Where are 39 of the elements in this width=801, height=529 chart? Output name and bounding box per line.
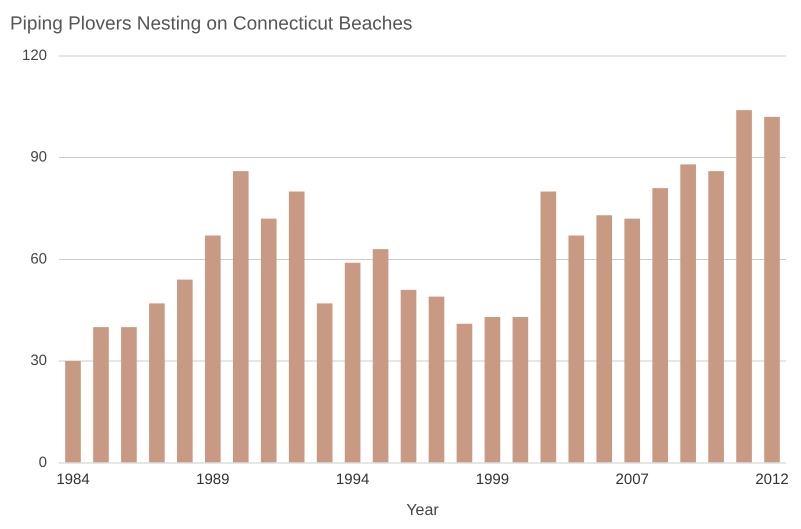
y-tick-label: 90 bbox=[30, 148, 48, 166]
bar bbox=[177, 280, 193, 462]
x-tick-label: 1984 bbox=[56, 470, 90, 488]
x-axis-title: Year bbox=[406, 502, 440, 519]
bar bbox=[344, 262, 360, 462]
x-tick-label: 1999 bbox=[476, 470, 510, 488]
bar bbox=[456, 324, 472, 462]
bar bbox=[93, 327, 109, 462]
y-tick-label: 30 bbox=[30, 352, 48, 370]
bar bbox=[540, 191, 556, 462]
bar bbox=[372, 249, 388, 462]
y-tick-label: 0 bbox=[38, 454, 48, 471]
x-tick-label: 2012 bbox=[755, 470, 789, 488]
bar bbox=[260, 218, 277, 462]
bar bbox=[232, 171, 249, 462]
bar bbox=[121, 327, 137, 462]
bar bbox=[568, 236, 584, 462]
y-tick-label: 60 bbox=[30, 250, 48, 268]
x-tick-label: 2007 bbox=[616, 470, 649, 488]
bar bbox=[512, 316, 528, 462]
bar bbox=[596, 215, 612, 462]
bar bbox=[680, 164, 696, 462]
chart-title: Piping Plovers Nesting on Connecticut Beaches bbox=[10, 14, 412, 35]
bar bbox=[65, 361, 81, 462]
bar bbox=[764, 116, 780, 462]
bar bbox=[428, 296, 444, 462]
bar bbox=[400, 290, 416, 462]
bar bbox=[624, 218, 640, 462]
bar bbox=[288, 191, 305, 462]
y-tick-label: 120 bbox=[22, 46, 48, 64]
bar bbox=[484, 316, 500, 462]
x-tick-label: 1989 bbox=[196, 470, 230, 488]
bar bbox=[652, 188, 668, 462]
x-tick-label: 1994 bbox=[336, 470, 370, 488]
bar bbox=[316, 303, 332, 462]
bar bbox=[149, 303, 165, 462]
bar bbox=[204, 236, 221, 462]
bar bbox=[708, 171, 724, 462]
bar bbox=[736, 110, 752, 462]
